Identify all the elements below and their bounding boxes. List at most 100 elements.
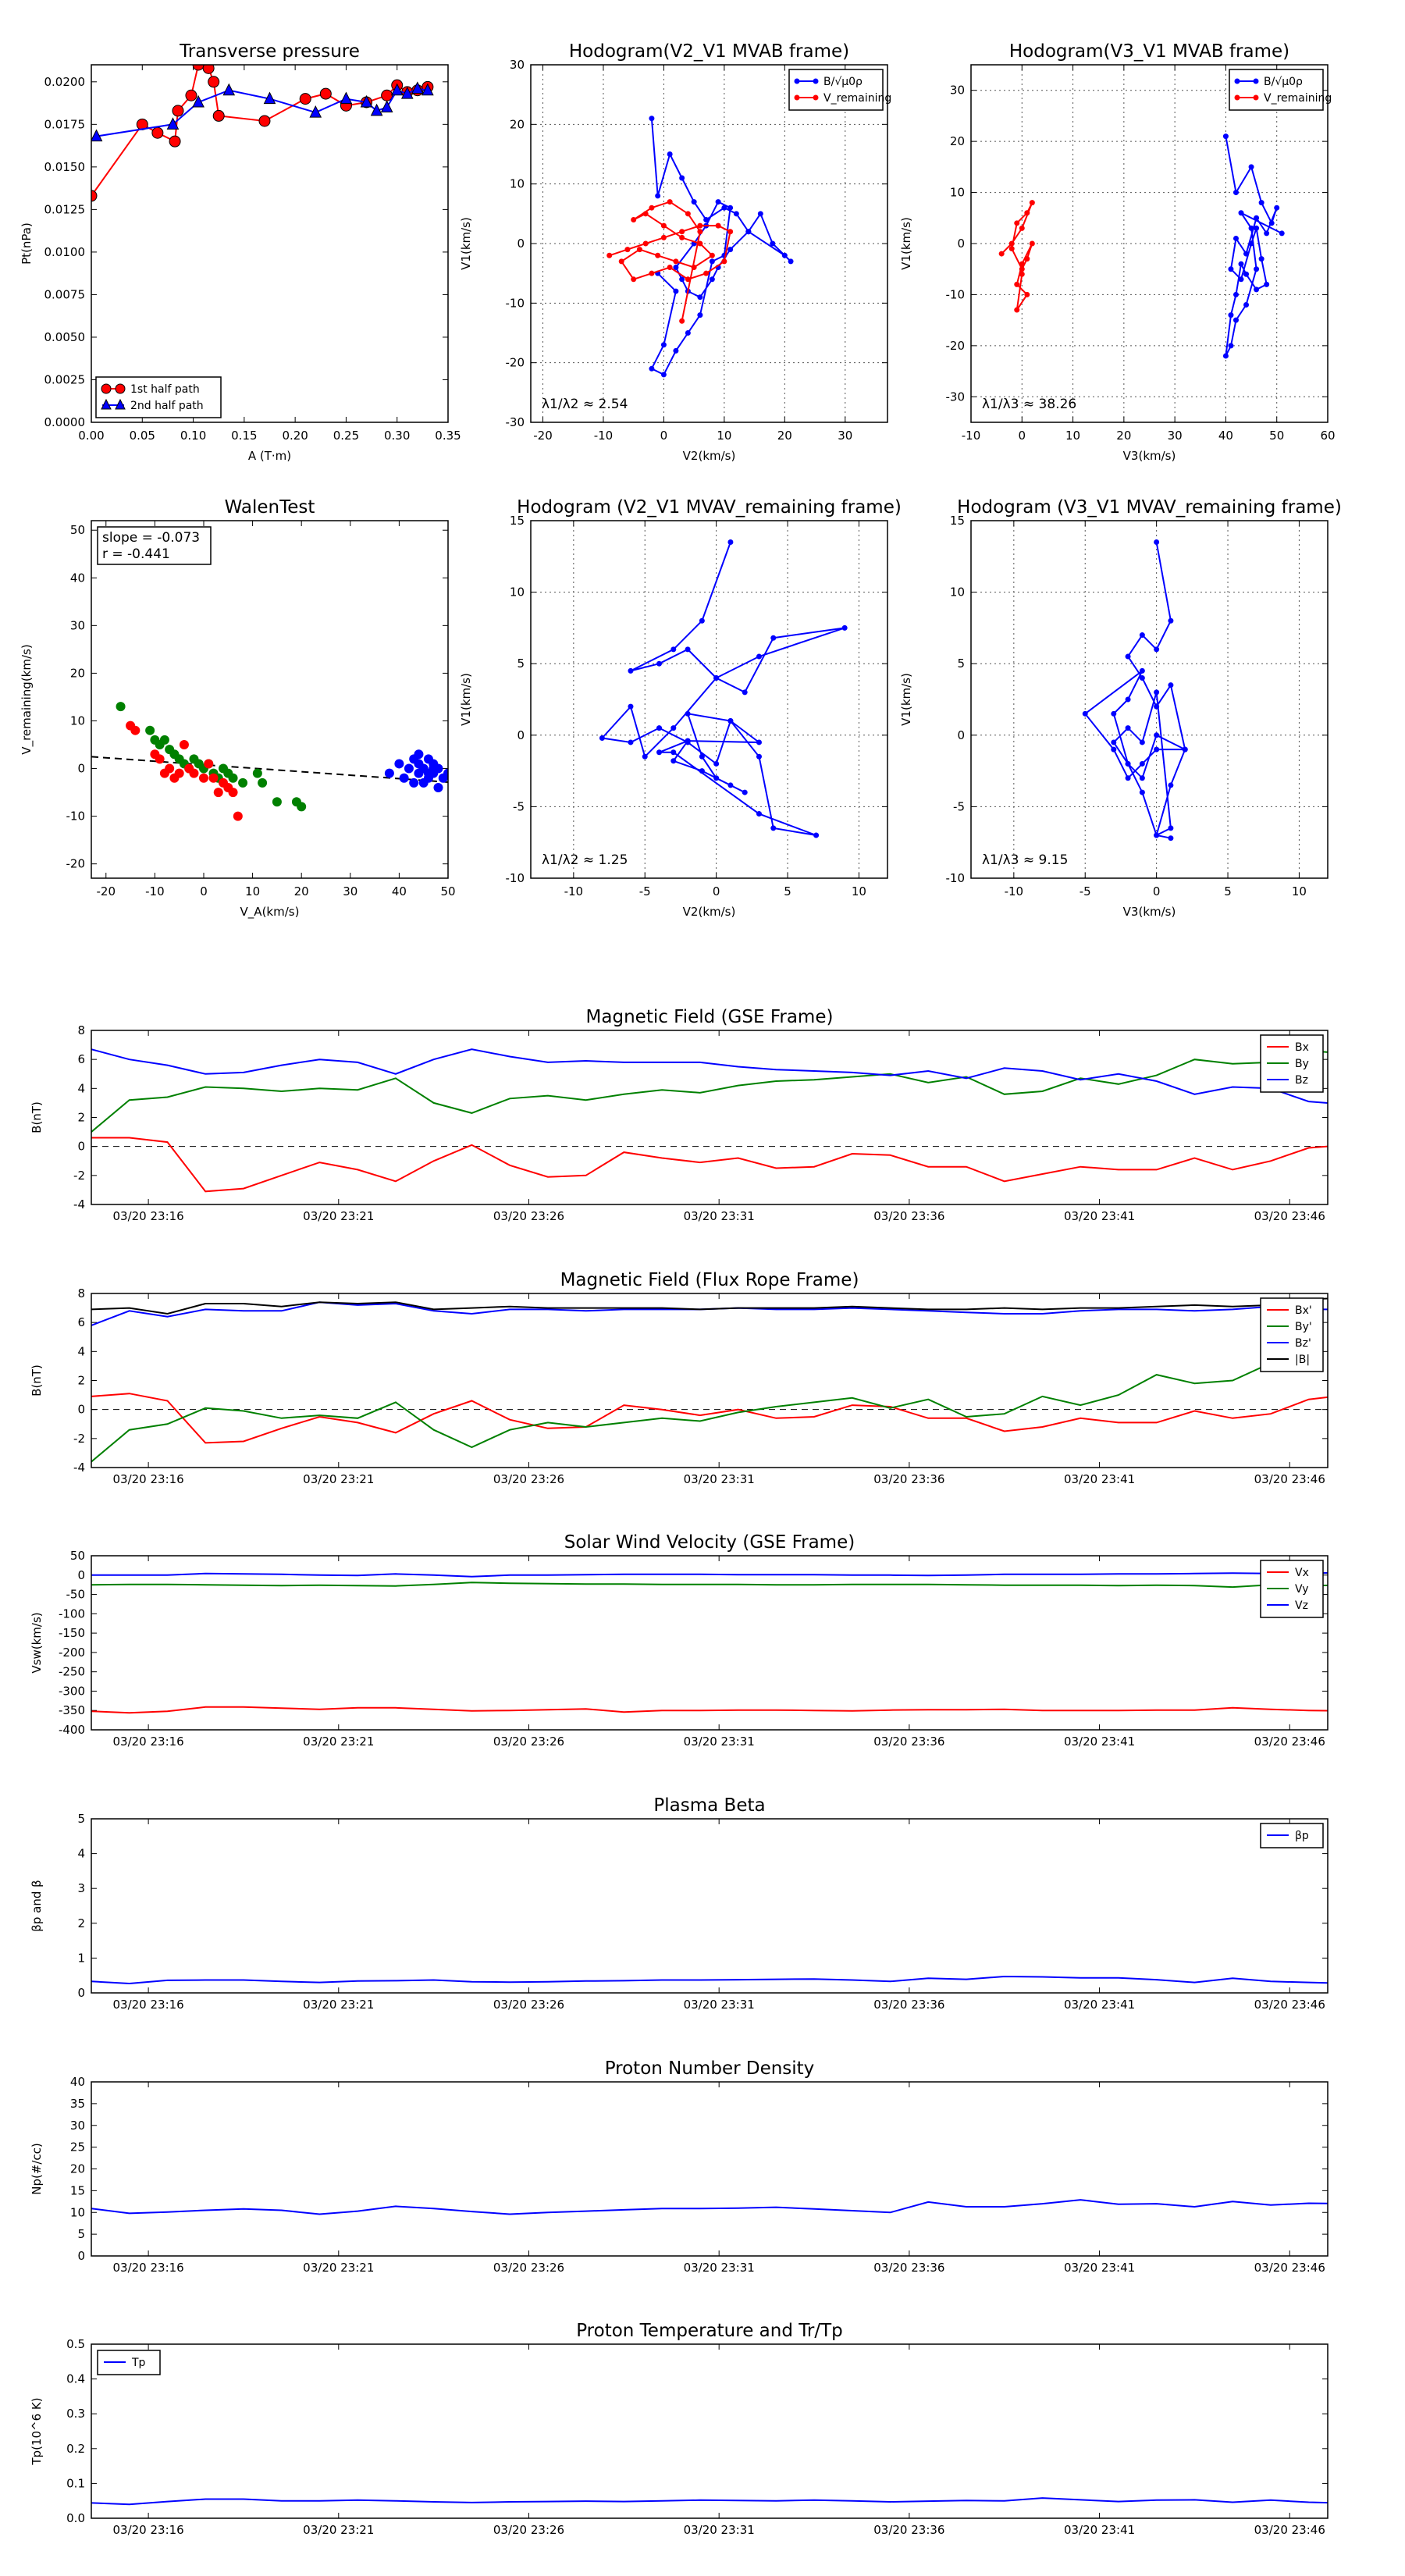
data-point — [670, 749, 677, 756]
data-point — [703, 216, 710, 222]
data-point — [770, 240, 776, 247]
x-tick-label: 0.00 — [78, 429, 104, 443]
x-tick-label: 03/20 23:16 — [112, 1472, 183, 1486]
x-tick-label: 03/20 23:21 — [303, 2261, 374, 2275]
legend-label: Bz — [1295, 1074, 1308, 1087]
legend: B/√μ0ρ V_remaining — [1229, 69, 1332, 111]
data-point — [636, 247, 642, 253]
data-point — [1182, 746, 1188, 753]
data-point — [1029, 200, 1035, 206]
data-point — [1125, 725, 1131, 731]
y-tick-label: 6 — [77, 1052, 85, 1066]
y-tick-label: 15 — [950, 514, 965, 528]
data-point — [628, 739, 634, 745]
y-tick-label: 0 — [77, 1403, 85, 1417]
data-point — [233, 811, 243, 821]
data-layer — [91, 65, 434, 202]
x-tick-label: 0.10 — [180, 429, 206, 443]
data-point — [309, 105, 322, 118]
y-tick-label: 4 — [77, 1344, 85, 1358]
legend-label: Tp — [131, 2357, 146, 2369]
data-point — [1248, 240, 1254, 247]
y-tick-label: 0.0150 — [44, 160, 86, 174]
y-tick-label: -4 — [73, 1461, 85, 1475]
data-point — [599, 735, 605, 741]
legend-label: By — [1295, 1058, 1309, 1070]
x-tick-label: 03/20 23:26 — [493, 2261, 564, 2275]
annotation-text: λ1/λ2 ≈ 1.25 — [542, 852, 628, 868]
legend: Tp — [97, 2350, 161, 2375]
y-tick-label: 2 — [77, 1916, 85, 1930]
x-tick-label: 03/20 23:26 — [493, 1472, 564, 1486]
data-point — [679, 318, 685, 324]
x-tick-label: 03/20 23:46 — [1254, 1209, 1325, 1223]
data-point — [1154, 646, 1160, 653]
data-point — [715, 199, 721, 205]
x-tick-label: -10 — [1005, 884, 1024, 898]
series--b- — [91, 1297, 1328, 1315]
data-point — [685, 646, 691, 653]
x-tick-label: 03/20 23:41 — [1064, 1735, 1135, 1749]
chart-proton-number-density: 0 5 10 15 20 25 30 35 40 03/20 23:16 03/20 23:21 03… — [30, 2058, 1329, 2275]
data-point — [1125, 653, 1131, 660]
axes-frame — [970, 64, 1329, 423]
data-point — [685, 211, 691, 217]
x-tick-label: -10 — [145, 884, 165, 898]
data-point — [145, 725, 155, 735]
axes-frame — [91, 1293, 1329, 1468]
y-tick-label: -10 — [506, 871, 525, 885]
x-tick-label: 03/20 23:41 — [1064, 1998, 1135, 2012]
data-point — [1154, 732, 1160, 738]
legend-marker — [115, 383, 126, 394]
data-point — [670, 725, 677, 731]
data-point — [697, 222, 703, 229]
data-point — [713, 760, 720, 767]
x-axis-label: V3(km/s) — [1123, 905, 1176, 919]
data-point — [1268, 220, 1275, 226]
data-point — [189, 768, 199, 778]
data-point — [618, 258, 624, 265]
y-tick-label: -10 — [946, 871, 966, 885]
data-point — [208, 76, 220, 88]
y-tick-label: -20 — [66, 857, 86, 871]
x-tick-label: 5 — [1224, 884, 1232, 898]
y-tick-label: 20 — [510, 117, 525, 131]
legend-marker — [813, 94, 819, 101]
data-point — [727, 205, 734, 211]
x-tick-label: 03/20 23:41 — [1064, 2523, 1135, 2537]
x-tick-label: 03/20 23:26 — [493, 1998, 564, 2012]
data-point — [713, 775, 720, 781]
x-tick-label: 03/20 23:16 — [112, 2261, 183, 2275]
data-layer — [91, 1975, 1328, 1985]
y-tick-label: 30 — [70, 618, 85, 632]
legend-marker — [794, 78, 800, 84]
x-tick-label: 03/20 23:31 — [684, 1998, 755, 2012]
data-point — [727, 247, 734, 253]
legend: Vx Vy Vz — [1260, 1560, 1324, 1618]
data-point — [697, 229, 703, 235]
y-tick-label: -2 — [73, 1169, 85, 1183]
y-axis-label: V_remaining(km/s) — [20, 644, 34, 754]
y-tick-label: 20 — [70, 666, 85, 680]
data-point — [670, 758, 677, 764]
x-tick-label: 03/20 23:46 — [1254, 1998, 1325, 2012]
legend-box — [1229, 69, 1324, 111]
x-tick-label: 03/20 23:21 — [303, 2523, 374, 2537]
x-tick-label: 03/20 23:26 — [493, 2523, 564, 2537]
chart-walen-test: -20 -10 0 10 20 30 40 50 -20 -10 0 10 20 30 40 50 WalenT… — [20, 497, 456, 920]
data-point — [655, 193, 661, 199]
data-point — [433, 782, 443, 792]
y-axis-label: V1(km/s) — [459, 217, 473, 270]
y-tick-label: 25 — [70, 2140, 85, 2154]
data-point — [91, 190, 98, 202]
data-point — [685, 330, 691, 336]
x-axis-label: V3(km/s) — [1123, 449, 1176, 463]
data-layer — [116, 702, 448, 821]
data-point — [409, 777, 419, 788]
y-tick-label: 0.0125 — [44, 202, 86, 216]
data-point — [697, 312, 703, 318]
y-tick-label: 0.0100 — [44, 245, 86, 259]
data-point — [1258, 256, 1264, 262]
legend: βp — [1260, 1823, 1324, 1848]
chart-title: Solar Wind Velocity (GSE Frame) — [564, 1532, 855, 1553]
